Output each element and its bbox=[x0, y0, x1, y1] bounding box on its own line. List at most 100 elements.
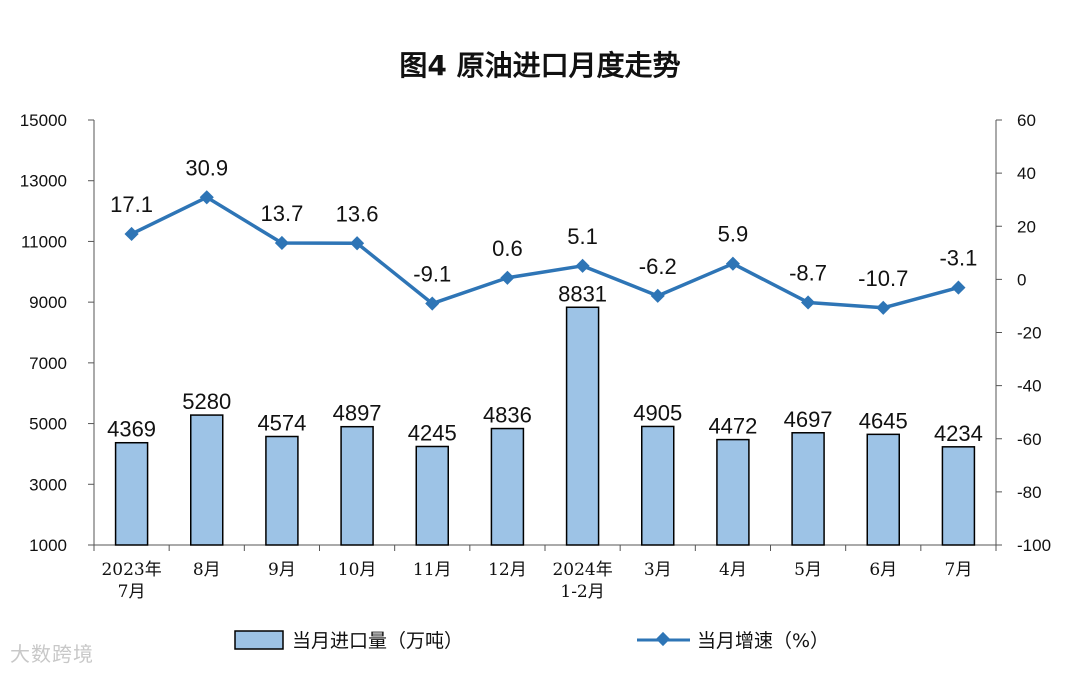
legend-line-label: 当月增速（%） bbox=[697, 630, 829, 652]
x-tick-label-line: 2024年 bbox=[552, 560, 612, 580]
x-tick-label: 8月 bbox=[193, 560, 221, 580]
bar-value-label: 4574 bbox=[257, 411, 306, 436]
x-tick-label: 4月 bbox=[719, 560, 747, 580]
right-tick-label: 60 bbox=[1017, 111, 1036, 130]
bar bbox=[340, 425, 374, 546]
bar bbox=[716, 438, 750, 546]
x-tick-label-line: 11月 bbox=[413, 560, 452, 580]
bar-value-label: 8831 bbox=[558, 281, 607, 306]
bar-series bbox=[114, 306, 976, 546]
line-point bbox=[650, 288, 665, 303]
x-tick-label-line: 1-2月 bbox=[560, 582, 604, 602]
line-value-label: 17.1 bbox=[110, 192, 153, 217]
data-labels: 4369 5280 4574 4897 4245 4836 8831 4905 4472 4697… bbox=[107, 155, 983, 446]
line-point bbox=[876, 300, 891, 315]
right-tick-label: -20 bbox=[1017, 324, 1042, 343]
right-tick-label: -60 bbox=[1017, 430, 1042, 449]
left-tick-label: 1000 bbox=[29, 536, 67, 555]
line-point bbox=[725, 256, 740, 271]
line-value-label: 5.9 bbox=[718, 222, 749, 247]
legend: 当月进口量（万吨） 当月增速（%） bbox=[234, 630, 829, 652]
x-tick-label: 5月 bbox=[794, 560, 822, 580]
line-point bbox=[350, 236, 365, 251]
watermark: 大数跨境 bbox=[10, 642, 94, 666]
line-point bbox=[575, 258, 590, 273]
x-tick-label-line: 5月 bbox=[794, 560, 822, 580]
bar-value-label: 4697 bbox=[784, 407, 833, 432]
line-point bbox=[500, 270, 515, 285]
line-value-label: -8.7 bbox=[789, 260, 827, 285]
left-tick-label: 5000 bbox=[29, 415, 67, 434]
bar-value-label: 5280 bbox=[182, 389, 231, 414]
left-tick-label: 11000 bbox=[21, 232, 67, 251]
bar bbox=[265, 435, 299, 546]
x-tick-label: 11月 bbox=[413, 560, 452, 580]
x-tick-label-line: 3月 bbox=[644, 560, 672, 580]
legend-bar-label: 当月进口量（万吨） bbox=[292, 630, 463, 652]
left-tick-label: 13000 bbox=[20, 172, 67, 191]
right-tick-label: -80 bbox=[1017, 483, 1042, 502]
line-point bbox=[274, 235, 289, 251]
bar-value-label: 4369 bbox=[107, 417, 156, 442]
line-value-label: 0.6 bbox=[492, 236, 523, 261]
line-point bbox=[801, 295, 816, 310]
line-value-label: -6.2 bbox=[639, 254, 677, 279]
line-point bbox=[951, 280, 966, 295]
bar bbox=[565, 306, 600, 546]
line-value-label: 13.7 bbox=[261, 201, 304, 226]
right-tick-label: -100 bbox=[1017, 536, 1051, 555]
right-tick-label: 40 bbox=[1017, 164, 1036, 183]
bar bbox=[114, 441, 149, 546]
x-tick-label-line: 12月 bbox=[488, 560, 527, 580]
bar bbox=[415, 445, 449, 546]
bar bbox=[791, 432, 825, 546]
x-tick-label-line: 9月 bbox=[268, 560, 296, 580]
bar-value-label: 4836 bbox=[483, 403, 532, 428]
line-series bbox=[124, 190, 966, 315]
x-tick-label: 9月 bbox=[268, 560, 296, 580]
line-point bbox=[199, 190, 214, 205]
chart-title: 图4 原油进口月度走势 bbox=[399, 49, 681, 82]
left-tick-label: 9000 bbox=[29, 293, 67, 312]
bar-value-label: 4897 bbox=[333, 401, 382, 426]
bar-value-label: 4645 bbox=[859, 408, 908, 433]
bar bbox=[941, 446, 976, 546]
bar bbox=[866, 433, 900, 546]
x-tick-label: 10月 bbox=[338, 560, 377, 580]
x-tick-label: 6月 bbox=[869, 560, 897, 580]
line-value-label: 30.9 bbox=[185, 155, 228, 180]
bar-value-label: 4472 bbox=[708, 414, 757, 439]
line-point bbox=[425, 296, 440, 311]
legend-line-marker bbox=[655, 631, 671, 647]
chart-axes: 1000 3000 5000 7000 9000 11000 13000 15000 -100 -… bbox=[20, 111, 1051, 602]
bar-value-label: 4245 bbox=[408, 420, 457, 445]
left-tick-label: 3000 bbox=[29, 475, 67, 494]
x-tick-label-line: 4月 bbox=[719, 560, 747, 580]
left-tick-label: 15000 bbox=[20, 111, 67, 130]
right-tick-label: 0 bbox=[1017, 270, 1026, 289]
x-tick-label-line: 6月 bbox=[869, 560, 897, 580]
bar-value-label: 4905 bbox=[633, 400, 682, 425]
x-tick-label-line: 2023年 bbox=[101, 560, 161, 580]
x-tick-label-line: 8月 bbox=[193, 560, 221, 580]
line-point bbox=[124, 226, 139, 242]
x-tick-label-line: 7月 bbox=[945, 560, 973, 580]
right-tick-label: 20 bbox=[1017, 217, 1036, 236]
bar bbox=[190, 414, 224, 546]
x-tick-label: 2023年 7月 bbox=[101, 560, 161, 602]
legend-bar-swatch bbox=[234, 630, 284, 650]
x-tick-label-line: 10月 bbox=[338, 560, 377, 580]
line-value-label: 13.6 bbox=[336, 201, 379, 226]
line-value-label: -10.7 bbox=[858, 266, 908, 291]
x-tick-label: 3月 bbox=[644, 560, 672, 580]
bar-value-label: 4234 bbox=[934, 421, 983, 446]
growth-line bbox=[130, 195, 959, 310]
x-tick-label: 2024年 1-2月 bbox=[552, 560, 612, 602]
x-tick-label: 12月 bbox=[488, 560, 527, 580]
line-value-label: 5.1 bbox=[567, 224, 598, 249]
left-tick-label: 7000 bbox=[29, 354, 67, 373]
x-tick-label-line: 7月 bbox=[118, 582, 146, 602]
bar bbox=[641, 425, 675, 546]
bar bbox=[490, 427, 525, 546]
